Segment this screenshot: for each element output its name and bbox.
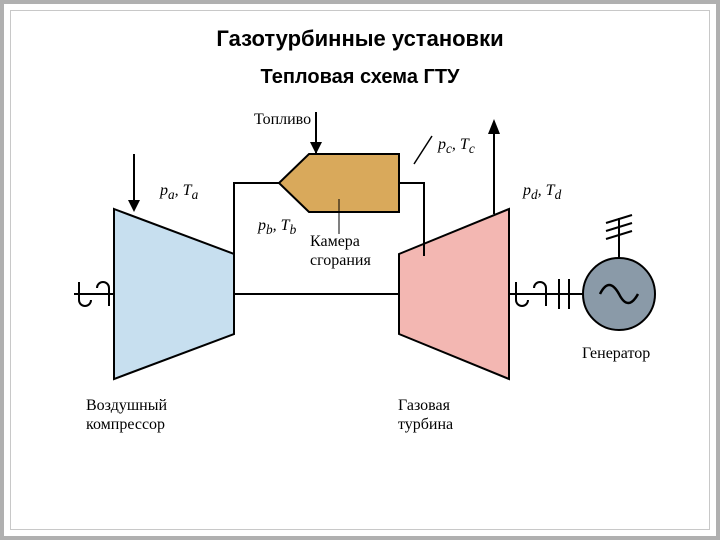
turbine-shape [399, 209, 509, 379]
generator-label: Генератор [582, 344, 650, 363]
exhaust-arrowhead [488, 119, 500, 134]
param-pd: pd, Td [507, 162, 561, 223]
compressor-label: Воздушный компрессор [86, 396, 167, 434]
combustor-label: Камера сгорания [310, 232, 371, 270]
generator-ground-icon [606, 215, 632, 258]
air-inlet-arrowhead [128, 200, 140, 212]
turbine-label: Газовая турбина [398, 396, 453, 434]
fuel-label: Топливо [254, 110, 311, 129]
param-pc: pc, Tc [422, 116, 475, 177]
fuel-arrowhead [310, 142, 322, 154]
page-frame: Газотурбинные установки Тепловая схема Г… [0, 0, 720, 540]
param-pb: pb, Tb [242, 197, 296, 258]
param-pa: pa, Ta [144, 162, 198, 223]
compressor-shape [114, 209, 234, 379]
diagram-svg [4, 4, 720, 544]
